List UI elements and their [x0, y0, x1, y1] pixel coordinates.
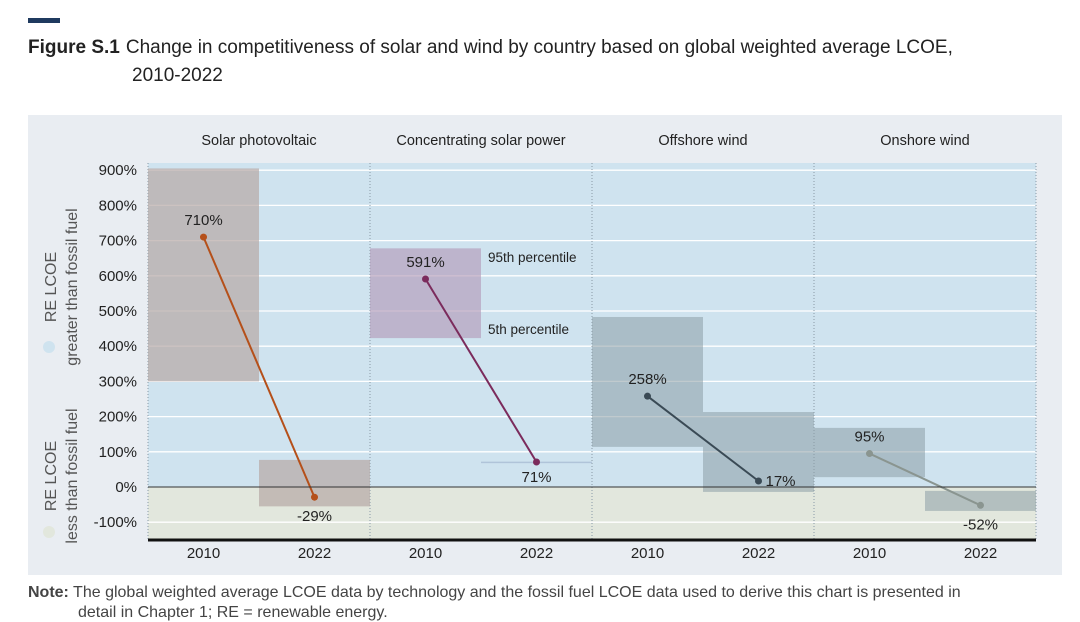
ylabel-lower-dot — [43, 526, 55, 538]
y-tick-label: 200% — [99, 409, 137, 426]
data-label: 258% — [628, 371, 666, 388]
ylabel-lower: less than fossil fuel — [64, 408, 81, 543]
ylabel-upper: greater than fossil fuel — [64, 208, 81, 365]
y-tick-label: 100% — [99, 444, 137, 461]
series-line — [424, 278, 538, 463]
x-tick-label: 2022 — [298, 545, 331, 562]
data-point — [755, 477, 762, 485]
x-tick-label: 2010 — [631, 545, 664, 562]
ylabel-lower: RE LCOE — [43, 441, 60, 511]
ylabel-upper-dot — [43, 341, 55, 353]
title-line-2: 2010-2022 — [132, 65, 223, 86]
x-tick-label: 2010 — [853, 545, 886, 562]
x-tick-label: 2022 — [742, 545, 775, 562]
y-tick-label: 300% — [99, 373, 137, 390]
x-tick-label: 2010 — [187, 545, 220, 562]
data-label: 17% — [765, 473, 795, 490]
data-label: 591% — [406, 254, 444, 271]
x-tick-label: 2022 — [964, 545, 997, 562]
y-tick-label: -100% — [94, 514, 137, 531]
group-header: Offshore wind — [658, 133, 747, 149]
data-point — [644, 392, 651, 400]
percentile-box — [370, 248, 481, 339]
chart-note-line-2: detail in Chapter 1; RE = renewable ener… — [78, 604, 388, 621]
series-line — [646, 395, 760, 482]
percentile-box — [925, 490, 1036, 511]
x-tick-label: 2010 — [409, 545, 442, 562]
group-header: Concentrating solar power — [396, 133, 565, 149]
y-tick-label: 600% — [99, 268, 137, 285]
data-point — [866, 450, 873, 458]
note-label: Note: — [28, 584, 69, 601]
data-point — [977, 501, 984, 509]
data-point — [533, 458, 540, 466]
group-header: Solar photovoltaic — [201, 133, 316, 149]
data-label: 71% — [521, 469, 551, 486]
title-accent-bar — [28, 18, 60, 23]
note-text: The global weighted average LCOE data by… — [73, 584, 961, 601]
y-tick-label: 700% — [99, 233, 137, 250]
percentile-box — [148, 168, 259, 382]
data-label: -29% — [297, 508, 332, 525]
series-line — [202, 236, 316, 498]
x-tick-label: 2022 — [520, 545, 553, 562]
data-point — [422, 275, 429, 283]
figure-label: Figure S.1 — [28, 37, 120, 58]
y-tick-label: 400% — [99, 338, 137, 355]
group-header: Onshore wind — [880, 133, 969, 149]
title-line-1: Change in competitiveness of solar and w… — [125, 37, 953, 58]
p95-annotation: 95th percentile — [488, 250, 577, 265]
series-line — [869, 452, 981, 507]
y-tick-label: 0% — [115, 479, 137, 496]
data-label: 95% — [854, 429, 884, 446]
y-tick-label: 500% — [99, 303, 137, 320]
y-tick-label: 900% — [99, 162, 137, 179]
data-label: 710% — [184, 212, 222, 229]
y-tick-label: 800% — [99, 197, 137, 214]
data-label: -52% — [963, 516, 998, 533]
ylabel-upper: RE LCOE — [43, 252, 60, 322]
p5-annotation: 5th percentile — [488, 322, 569, 337]
figure-title: Figure S.1 Change in competitiveness of s… — [28, 34, 1028, 90]
data-point — [311, 493, 318, 501]
chart-note: Note: The global weighted average LCOE d… — [28, 584, 961, 602]
data-point — [200, 233, 207, 241]
